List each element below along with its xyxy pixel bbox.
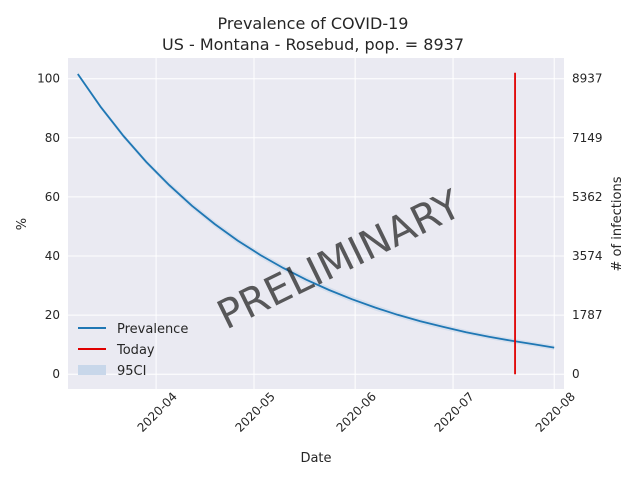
x-tick-label: 2020-05 [232, 389, 277, 434]
x-tick-label: 2020-04 [135, 389, 180, 434]
grid [68, 58, 564, 389]
legend-swatch-ci [78, 365, 106, 375]
x-axis-label: Date [300, 451, 331, 466]
y2-tick-label: 1787 [572, 308, 603, 322]
x-tick-labels: 2020-04 2020-05 2020-06 2020-07 2020-08 [135, 389, 578, 434]
y2-tick-label: 7149 [572, 131, 603, 145]
y-tick-labels: 0 20 40 60 80 100 [37, 72, 60, 382]
y-axis-label: % [15, 218, 30, 230]
y-tick-label: 0 [52, 367, 60, 381]
y-tick-label: 80 [45, 131, 60, 145]
y-tick-label: 20 [45, 308, 60, 322]
x-tick-label: 2020-07 [432, 389, 477, 434]
legend-label-prevalence: Prevalence [117, 322, 188, 337]
legend-label-today: Today [116, 343, 155, 358]
chart-subtitle: US - Montana - Rosebud, pop. = 8937 [162, 35, 464, 54]
x-tick-label: 2020-08 [533, 389, 578, 434]
chart-title: Prevalence of COVID-19 [218, 14, 409, 33]
y-tick-label: 40 [45, 249, 60, 263]
legend: Prevalence Today 95CI [78, 322, 188, 379]
y-tick-label: 60 [45, 190, 60, 204]
legend-label-ci: 95CI [117, 364, 146, 379]
y2-tick-label: 8937 [572, 72, 603, 86]
y2-axis-label: # of infections [610, 176, 625, 271]
prevalence-line [77, 73, 555, 349]
plot-area [68, 58, 564, 389]
y2-tick-label: 5362 [572, 190, 603, 204]
y2-tick-labels: 0 1787 3574 5362 7149 8937 [572, 72, 603, 382]
x-tick-label: 2020-06 [334, 389, 379, 434]
y2-tick-label: 0 [572, 367, 580, 381]
y-tick-label: 100 [37, 72, 60, 86]
y2-tick-label: 3574 [572, 249, 603, 263]
